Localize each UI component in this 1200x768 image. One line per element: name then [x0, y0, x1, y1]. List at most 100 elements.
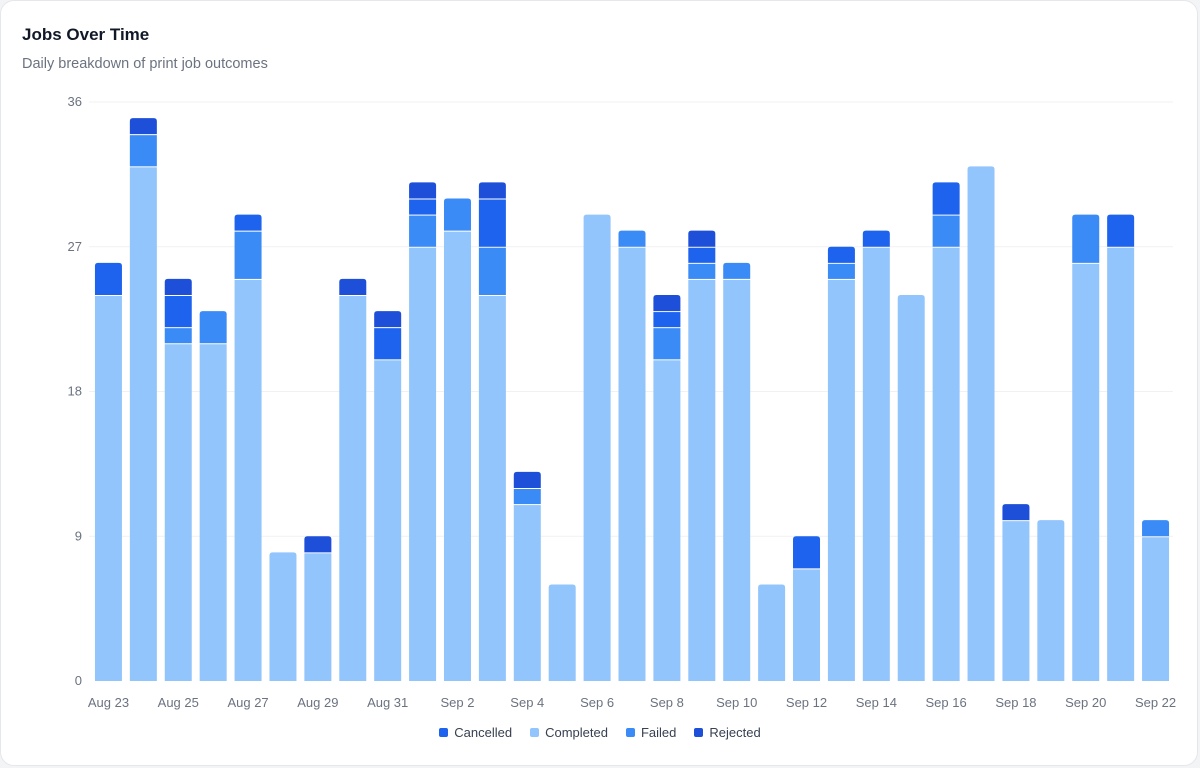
bar-segment-failed[interactable]: [129, 135, 157, 167]
bar-segment-cancelled[interactable]: [827, 246, 855, 263]
bar-stack[interactable]: [199, 311, 227, 681]
bar-segment-failed[interactable]: [164, 328, 192, 344]
bar-segment-completed[interactable]: [94, 296, 122, 681]
bar-segment-completed[interactable]: [374, 360, 402, 681]
bar-segment-completed[interactable]: [164, 344, 192, 681]
bar-segment-completed[interactable]: [443, 231, 471, 681]
bar-segment-rejected[interactable]: [653, 295, 681, 312]
bar-segment-failed[interactable]: [478, 247, 506, 295]
bar-segment-completed[interactable]: [1037, 520, 1065, 681]
bar-stack[interactable]: [513, 471, 541, 681]
bar-stack[interactable]: [897, 295, 925, 681]
legend-item-completed[interactable]: Completed: [530, 725, 608, 740]
bar-segment-completed[interactable]: [129, 167, 157, 682]
bar-segment-cancelled[interactable]: [1107, 214, 1135, 247]
bar-stack[interactable]: [548, 584, 576, 682]
bar-stack[interactable]: [304, 536, 332, 681]
bar-segment-completed[interactable]: [758, 584, 786, 682]
bar-stack[interactable]: [1072, 214, 1100, 681]
bar-segment-failed[interactable]: [827, 263, 855, 279]
bar-stack[interactable]: [653, 295, 681, 681]
bar-stack[interactable]: [269, 552, 297, 681]
bar-segment-completed[interactable]: [1072, 263, 1100, 681]
bar-segment-completed[interactable]: [688, 279, 716, 681]
bar-stack[interactable]: [409, 182, 437, 681]
bar-stack[interactable]: [967, 166, 995, 682]
bar-stack[interactable]: [443, 198, 471, 682]
bar-segment-completed[interactable]: [339, 296, 367, 681]
bar-segment-completed[interactable]: [653, 360, 681, 681]
bar-segment-completed[interactable]: [967, 166, 995, 682]
bar-segment-completed[interactable]: [618, 247, 646, 681]
legend-item-rejected[interactable]: Rejected: [694, 725, 761, 740]
bar-segment-completed[interactable]: [583, 214, 611, 682]
bar-segment-completed[interactable]: [932, 247, 960, 681]
bar-segment-completed[interactable]: [409, 247, 437, 681]
bar-segment-rejected[interactable]: [304, 536, 332, 553]
bar-segment-failed[interactable]: [513, 489, 541, 505]
bar-segment-rejected[interactable]: [478, 182, 506, 199]
legend-item-cancelled[interactable]: Cancelled: [439, 725, 512, 740]
bar-segment-completed[interactable]: [723, 279, 751, 681]
bar-segment-failed[interactable]: [409, 215, 437, 247]
bar-segment-failed[interactable]: [618, 230, 646, 247]
bar-segment-failed[interactable]: [723, 262, 751, 279]
bar-segment-cancelled[interactable]: [688, 247, 716, 263]
bar-stack[interactable]: [1002, 504, 1030, 681]
bar-segment-rejected[interactable]: [409, 182, 437, 199]
bar-stack[interactable]: [1037, 520, 1065, 681]
bar-segment-rejected[interactable]: [374, 311, 402, 328]
bar-segment-failed[interactable]: [688, 263, 716, 279]
bar-segment-completed[interactable]: [1002, 521, 1030, 681]
bar-segment-completed[interactable]: [199, 344, 227, 681]
bar-segment-completed[interactable]: [1142, 537, 1170, 681]
bar-stack[interactable]: [1142, 520, 1170, 681]
bar-segment-cancelled[interactable]: [932, 182, 960, 215]
bar-stack[interactable]: [164, 278, 192, 681]
bar-stack[interactable]: [618, 230, 646, 681]
bar-segment-completed[interactable]: [827, 279, 855, 681]
bar-segment-failed[interactable]: [1142, 520, 1170, 537]
bar-segment-failed[interactable]: [199, 311, 227, 344]
bar-stack[interactable]: [758, 584, 786, 682]
bar-segment-rejected[interactable]: [129, 118, 157, 135]
bar-stack[interactable]: [583, 214, 611, 682]
bar-segment-cancelled[interactable]: [164, 296, 192, 328]
bar-segment-completed[interactable]: [478, 296, 506, 681]
bar-stack[interactable]: [827, 246, 855, 681]
bar-segment-completed[interactable]: [897, 295, 925, 681]
bar-segment-failed[interactable]: [234, 231, 262, 279]
bar-segment-rejected[interactable]: [1002, 504, 1030, 521]
bar-segment-failed[interactable]: [653, 328, 681, 360]
bar-segment-cancelled[interactable]: [409, 199, 437, 215]
bar-segment-completed[interactable]: [793, 569, 821, 681]
bar-segment-completed[interactable]: [548, 584, 576, 682]
bar-segment-cancelled[interactable]: [234, 214, 262, 231]
bar-stack[interactable]: [723, 262, 751, 681]
bar-segment-rejected[interactable]: [688, 230, 716, 247]
bar-segment-rejected[interactable]: [339, 278, 367, 295]
bar-segment-completed[interactable]: [304, 553, 332, 681]
bar-segment-cancelled[interactable]: [374, 328, 402, 360]
bar-segment-cancelled[interactable]: [793, 536, 821, 569]
bar-stack[interactable]: [374, 311, 402, 681]
bar-stack[interactable]: [234, 214, 262, 681]
bar-stack[interactable]: [688, 230, 716, 681]
bar-segment-cancelled[interactable]: [653, 312, 681, 328]
bar-segment-completed[interactable]: [269, 552, 297, 681]
bar-stack[interactable]: [1107, 214, 1135, 681]
bar-segment-failed[interactable]: [1072, 214, 1100, 263]
bar-segment-rejected[interactable]: [164, 278, 192, 295]
bar-stack[interactable]: [862, 230, 890, 681]
bar-segment-completed[interactable]: [862, 247, 890, 681]
legend-item-failed[interactable]: Failed: [625, 725, 676, 740]
bar-segment-cancelled[interactable]: [94, 262, 122, 295]
bar-stack[interactable]: [339, 278, 367, 681]
bar-stack[interactable]: [793, 536, 821, 681]
bar-segment-completed[interactable]: [513, 505, 541, 681]
bar-segment-cancelled[interactable]: [862, 230, 890, 247]
bar-segment-completed[interactable]: [1107, 247, 1135, 681]
bar-segment-rejected[interactable]: [513, 471, 541, 488]
bar-stack[interactable]: [129, 118, 157, 682]
bar-segment-cancelled[interactable]: [478, 199, 506, 247]
